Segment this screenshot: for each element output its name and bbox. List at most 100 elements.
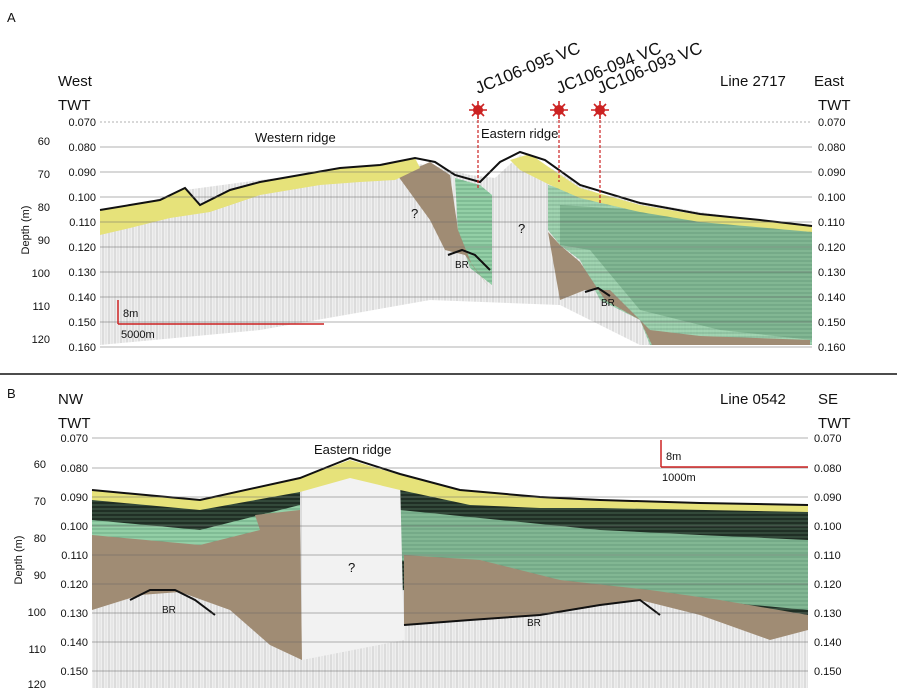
panel-b-twt-tick-right: 0.090: [814, 492, 842, 504]
panel-b-bedrock-east: [404, 555, 808, 640]
panel-a-twt-tick-left: 0.160: [68, 342, 96, 354]
panel-b-unknown-label: ?: [348, 560, 355, 575]
panel-a-left-direction: West: [58, 73, 93, 90]
panel-a-twt-tick-left: 0.100: [68, 192, 96, 204]
panel-b-twt-tick-left: 0.110: [61, 550, 88, 562]
panel-a-twt-right: TWT: [818, 97, 850, 114]
core-star-icon: [550, 101, 568, 119]
panel-b-twt-tick-right: 0.130: [814, 608, 842, 620]
panel-a-depth-tick: 120: [32, 334, 50, 346]
panel-b-twt-tick-right: 0.070: [814, 433, 842, 445]
panel-b-letter: B: [7, 386, 16, 401]
panel-b-depth-tick: 90: [34, 570, 46, 582]
panel-a: A West East Line 2717 TWT TWT: [7, 10, 850, 354]
panel-a-green-infill-west: [455, 178, 492, 285]
panel-a-depth-tick: 70: [38, 169, 50, 181]
panel-a-twt-tick-right: 0.130: [818, 267, 846, 279]
panel-a-twt-tick-right: 0.150: [818, 317, 846, 329]
core-star-icon: [591, 101, 609, 119]
panel-a-twt-tick-left: 0.150: [68, 317, 96, 329]
panel-b-twt-tick-right: 0.150: [814, 666, 842, 678]
panel-b-left-direction: NW: [58, 391, 84, 408]
panel-a-twt-tick-right: 0.070: [818, 117, 846, 129]
panel-b-twt-axis-left: 0.070 0.080 0.090 0.100 0.110 0.120 0.13…: [60, 433, 88, 678]
panel-b-twt-tick-right: 0.120: [814, 579, 842, 591]
panel-a-depth-tick: 90: [38, 235, 50, 247]
panel-b-seabed-reflector: [91, 456, 809, 506]
panel-a-sand-drape: [100, 158, 420, 235]
panel-b-twt-tick-left: 0.140: [60, 637, 88, 649]
panel-a-twt-tick-right: 0.140: [818, 292, 846, 304]
panel-a-twt-tick-left: 0.130: [68, 267, 96, 279]
panel-a-seabed-reflector: [99, 150, 813, 227]
panel-a-twt-tick-right: 0.100: [818, 192, 846, 204]
panel-b-depth-tick: 80: [34, 533, 46, 545]
panel-b-gridlines: [92, 437, 808, 672]
panel-b-depth-tick: 120: [28, 679, 46, 690]
panel-b-twt-tick-left: 0.150: [60, 666, 88, 678]
panel-a-unknown-label-1: ?: [411, 206, 418, 221]
panel-b-scale-vertical: 8m: [666, 451, 681, 463]
panel-a-right-direction: East: [814, 73, 845, 90]
panel-a-twt-tick-left: 0.090: [68, 167, 96, 179]
panel-a-twt-axis-right: 0.070 0.080 0.090 0.100 0.110 0.120 0.13…: [818, 117, 846, 354]
panel-a-depth-label: Depth (m): [20, 206, 32, 255]
panel-b-depth-label: Depth (m): [13, 536, 25, 585]
panel-b-twt-tick-right: 0.110: [814, 550, 841, 562]
panel-b-twt-tick-left: 0.090: [60, 492, 88, 504]
panel-a-twt-tick-right: 0.110: [818, 217, 845, 229]
panel-b-right-direction: SE: [818, 391, 838, 408]
panel-b-depth-tick: 70: [34, 496, 46, 508]
panel-a-br-reflector-1: [447, 248, 491, 271]
panel-b-twt-tick-left: 0.100: [60, 521, 88, 533]
panel-b-line-label: Line 0542: [720, 391, 786, 408]
panel-a-depth-axis: 60 70 80 90 100 110 120: [32, 136, 50, 346]
panel-b-acoustic-blank: [302, 462, 404, 660]
panel-b-twt-tick-left: 0.120: [60, 579, 88, 591]
panel-a-western-ridge-label: Western ridge: [255, 130, 336, 145]
panel-b-twt-tick-left: 0.130: [60, 608, 88, 620]
panel-b-sand-drape: [92, 460, 808, 512]
panel-b-depth-tick: 100: [28, 607, 46, 619]
panel-a-twt-tick-left: 0.140: [68, 292, 96, 304]
panel-a-twt-tick-right: 0.080: [818, 142, 846, 154]
panel-a-gridlines: [100, 121, 812, 348]
panel-a-eastern-ridge-label: Eastern ridge: [481, 126, 558, 141]
panel-b-br-reflector-1: [129, 589, 216, 616]
panel-a-depth-tick: 110: [32, 301, 50, 313]
panel-b-br-reflector-2: [403, 598, 661, 626]
panel-b-depth-tick: 110: [28, 644, 46, 656]
panel-a-sand-drape-east: [510, 154, 812, 232]
panel-b-twt-tick-right: 0.080: [814, 463, 842, 475]
panel-a-depth-tick: 100: [32, 268, 50, 280]
panel-a-line-label: Line 2717: [720, 73, 786, 90]
panel-b-depth-axis: 60 70 80 90 100 110 120: [28, 459, 46, 690]
panel-b-twt-right: TWT: [818, 415, 850, 432]
panel-b-br-label-1: BR: [162, 605, 176, 616]
panel-a-twt-tick-right: 0.090: [818, 167, 846, 179]
panel-b-bedrock-middle: [255, 510, 300, 530]
panel-b-eastern-ridge-label: Eastern ridge: [314, 442, 391, 457]
panel-a-twt-tick-left: 0.070: [68, 117, 96, 129]
panel-b-scale-horizontal: 1000m: [662, 472, 696, 484]
panel-a-br-reflector-2: [584, 286, 611, 297]
panel-a-scale-horizontal: 5000m: [121, 329, 155, 341]
panel-a-br-label-2: BR: [601, 298, 615, 309]
panel-a-bedrock-west: [398, 162, 490, 288]
panel-b-twt-tick-left: 0.080: [60, 463, 88, 475]
panel-b-br-label-2: BR: [527, 618, 541, 629]
panel-a-scale-bar: 8m 5000m: [117, 300, 324, 341]
panel-b-twt-left: TWT: [58, 415, 90, 432]
panel-a-unknown-label-2: ?: [518, 221, 525, 236]
panel-b-twt-tick-right: 0.140: [814, 637, 842, 649]
panel-a-twt-tick-right: 0.160: [818, 342, 846, 354]
panel-b-twt-tick-right: 0.100: [814, 521, 842, 533]
panel-a-depth-tick: 80: [38, 202, 50, 214]
panel-a-twt-tick-left: 0.080: [68, 142, 96, 154]
panel-b-scale-bar: 8m 1000m: [660, 440, 808, 484]
panel-a-depth-tick: 60: [38, 136, 50, 148]
panel-a-twt-tick-left: 0.110: [69, 217, 96, 229]
core-star-icon: [469, 101, 487, 119]
panel-a-letter: A: [7, 10, 16, 25]
